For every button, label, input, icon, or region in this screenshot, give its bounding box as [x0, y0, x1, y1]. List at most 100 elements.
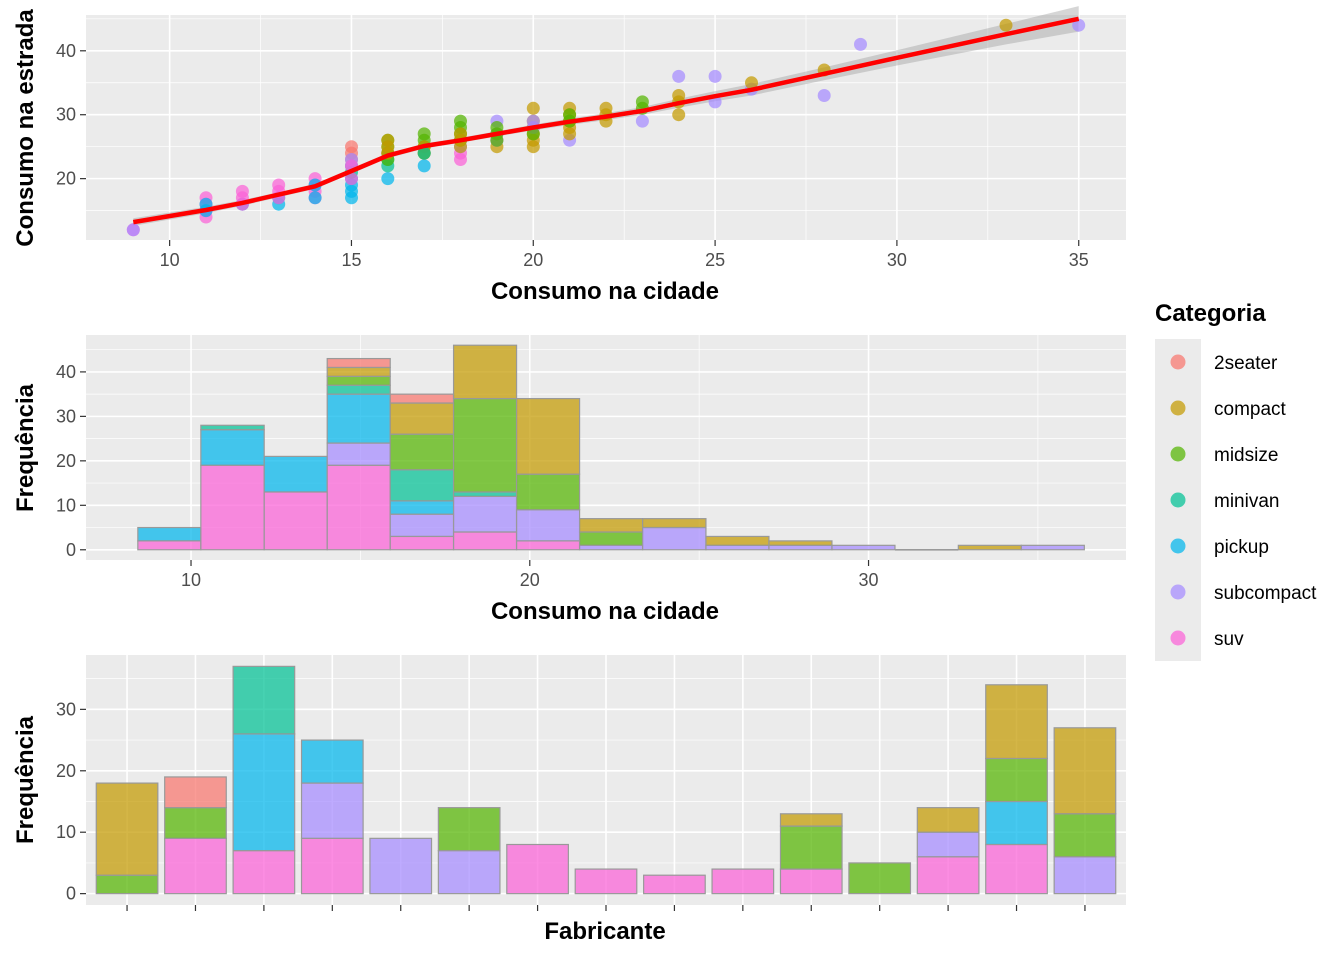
manufacturer-bar-subcompact [369, 837, 433, 895]
manufacturer-bar-midsize [437, 807, 501, 852]
scatter-point-subcompact [672, 69, 686, 83]
histogram-bar-pickup [326, 393, 391, 444]
histogram-bar-pickup [137, 526, 202, 542]
x-tick-label: 30 [887, 250, 907, 270]
histogram-bar-midsize [326, 375, 391, 386]
manufacturer-bar-midsize [779, 825, 843, 870]
scatter-point-compact [999, 18, 1013, 32]
scatter-point-suv [272, 178, 286, 192]
manufacturer-bar-suv [574, 868, 638, 895]
manufacturer-bar-pickup [985, 800, 1048, 846]
x-tick-label: 35 [1069, 250, 1089, 270]
scatter-point-pickup [417, 159, 431, 173]
histogram-bar-minivan [452, 491, 518, 498]
manufacturer-bars [95, 665, 1117, 895]
legend-label: 2seater [1214, 353, 1278, 374]
scatter-point-midsize [563, 108, 577, 122]
manufacturer-bar-compact [916, 807, 980, 833]
x-tick-label: 30 [859, 570, 879, 590]
histogram-bar-suv [326, 464, 391, 551]
scatter-point-midsize [635, 95, 649, 109]
manufacturer-bar-subcompact [437, 850, 501, 895]
manufacturer-bar-compact [1053, 727, 1117, 815]
x-tick-label: 20 [520, 570, 540, 590]
histogram-gridlines [86, 335, 1126, 560]
manufacturer-bar-subcompact [1053, 856, 1117, 895]
histogram-bar-suv [515, 540, 581, 551]
histogram-bar-suv [263, 491, 328, 551]
scatter-point-subcompact [1072, 18, 1086, 32]
manufacturer-bar-compact [779, 813, 843, 827]
histogram-bar-subcompact [578, 544, 644, 551]
x-tick-label: 25 [705, 250, 725, 270]
y-tick-label: 0 [66, 884, 76, 904]
manufacturer-bar-midsize [1053, 813, 1117, 858]
histogram-bar-subcompact [768, 544, 833, 551]
y-tick-label: 30 [56, 699, 76, 719]
y-tick-label: 40 [56, 362, 76, 382]
x-tick-label: 10 [181, 570, 201, 590]
legend-key-pickup [1170, 538, 1186, 554]
scatter-point-compact [672, 108, 686, 122]
histogram-y-axis-title: Frequência [12, 383, 39, 512]
histogram-bar-compact [641, 518, 707, 529]
scatter-point-compact [599, 101, 613, 115]
manufacturer-y-axis-title: Frequência [12, 715, 39, 844]
manufacturer-bar-midsize [164, 807, 227, 839]
histogram-bar-subcompact [705, 544, 770, 551]
manufacturer-bar-subcompact [300, 782, 364, 839]
histogram-bar-pickup [200, 429, 265, 466]
manufacturer-bar-suv [300, 837, 364, 895]
scatter-point-compact [672, 89, 686, 102]
scatter-point-midsize [454, 114, 467, 128]
y-tick-label: 10 [56, 495, 76, 515]
legend-key-suv [1170, 630, 1186, 646]
histogram-bar-compact [768, 540, 833, 546]
legend-label: pickup [1214, 537, 1269, 558]
histogram-bar-subcompact [1020, 544, 1085, 551]
scatter-point-midsize [490, 121, 504, 134]
histogram-bar-compact [957, 544, 1022, 551]
legend-key-midsize [1170, 446, 1186, 462]
histogram-panel: 0 10 20 30 40 10 20 30 Consumo na cidade Frequê… [12, 335, 1126, 625]
scatter-point-subcompact [526, 114, 540, 128]
histogram-bar-subcompact [452, 495, 518, 533]
histogram-bar-suv [389, 535, 455, 551]
scatter-point-compact [454, 127, 467, 141]
histogram-bar-2seater [389, 393, 455, 404]
scatter-point-midsize [417, 127, 431, 141]
scatter-point-compact [526, 101, 540, 115]
histogram-bar-subcompact [641, 526, 707, 551]
histogram-bar-subcompact [389, 513, 455, 538]
scatter-point-compact [381, 133, 395, 147]
histogram-bar-compact [515, 397, 581, 475]
scatter-panel: 20 30 40 10 15 20 25 30 35 Consumo na cidade Con… [12, 6, 1126, 305]
manufacturer-bar-pickup [232, 733, 296, 852]
scatter-x-axis-title: Consumo na cidade [491, 278, 719, 305]
scatter-point-suv [345, 172, 358, 186]
scatter-point-minivan [417, 146, 431, 160]
manufacturer-bar-pickup [300, 739, 364, 784]
legend-key-subcompact [1170, 584, 1186, 600]
scatter-point-subcompact [854, 37, 867, 51]
scatter-point-subcompact [708, 69, 722, 83]
histogram-bars [137, 344, 1085, 551]
manufacturer-x-axis-title: Fabricante [544, 918, 665, 945]
scatter-point-subcompact [635, 114, 649, 128]
manufacturer-bar-minivan [232, 665, 296, 735]
x-tick-label: 20 [523, 250, 543, 270]
y-tick-label: 10 [56, 822, 76, 842]
histogram-bar-midsize [452, 397, 518, 493]
legend: Categoria 2seater compact midsize minivan pi… [1155, 300, 1317, 661]
manufacturer-bar-suv [985, 843, 1048, 895]
histogram-bar-midsize [515, 473, 581, 511]
histogram-bar-midsize [578, 531, 644, 546]
manufacturer-bar-suv [232, 850, 296, 895]
manufacturer-bar-subcompact [916, 831, 980, 858]
histogram-bar-compact [705, 535, 770, 546]
scatter-point-2seater [345, 140, 358, 154]
scatter-point-compact [745, 76, 758, 90]
histogram-bar-compact [578, 518, 644, 533]
y-tick-label: 20 [56, 761, 76, 781]
